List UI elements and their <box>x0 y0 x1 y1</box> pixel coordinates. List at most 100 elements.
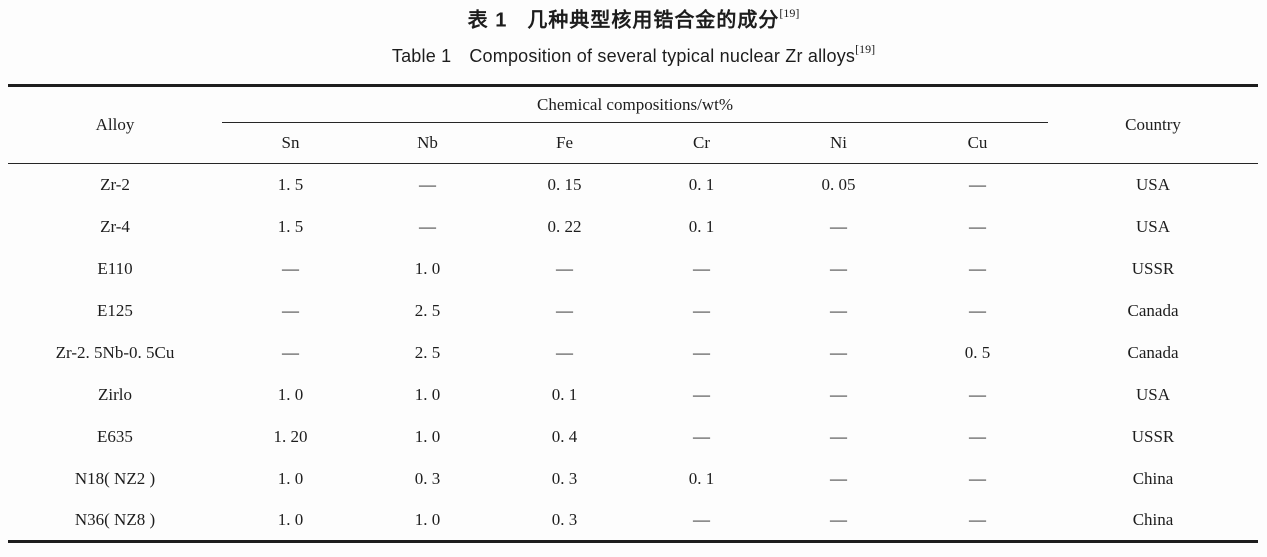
composition-value-cell: — <box>830 468 847 488</box>
composition-value-cell: — <box>556 258 573 278</box>
composition-value-cell: — <box>693 258 710 278</box>
country-cell: USA <box>1136 384 1171 404</box>
alloy-name-cell: E110 <box>97 258 133 278</box>
composition-value-cell: — <box>282 300 299 320</box>
country-cell: USSR <box>1131 426 1175 446</box>
country-cell: China <box>1132 468 1174 488</box>
composition-value-cell: — <box>693 384 710 404</box>
table-row: E110 — 1. 0 — — — — USSR <box>8 248 1258 290</box>
composition-value-cell: — <box>830 509 847 529</box>
table-body: Zr-2 1. 5 — 0. 15 0. 1 0. 05 — USA Zr-4 1. 5 — 0. … <box>8 164 1258 542</box>
composition-value-cell: — <box>969 174 986 194</box>
table-row: Zr-2 1. 5 — 0. 15 0. 1 0. 05 — USA <box>8 164 1258 206</box>
composition-value-cell: — <box>830 300 847 320</box>
table-row: E125 — 2. 5 — — — — Canada <box>8 290 1258 332</box>
table-row: Zirlo 1. 0 1. 0 0. 1 — — — USA <box>8 374 1258 416</box>
col-header-country: Country <box>1048 85 1259 164</box>
alloy-name-cell: N18( NZ2 ) <box>74 468 156 488</box>
table-row: N36( NZ8 ) 1. 0 1. 0 0. 3 — — — China <box>8 500 1258 542</box>
composition-value-cell: — <box>556 300 573 320</box>
table-title-english: Table 1 Composition of several typical nu… <box>0 41 1267 67</box>
alloy-composition-table: Alloy Chemical compositions/wt% Country … <box>8 84 1259 543</box>
composition-value-cell: 0. 4 <box>551 426 578 446</box>
country-cell: USA <box>1136 216 1171 236</box>
table-title-en-text: Composition of several typical nuclear Z… <box>469 45 856 66</box>
composition-value-cell: 0. 1 <box>688 174 715 194</box>
composition-value-cell: — <box>693 300 710 320</box>
composition-value-cell: 0. 3 <box>551 509 578 529</box>
country-cell: China <box>1132 509 1174 529</box>
table-row: E635 1. 20 1. 0 0. 4 — — — USSR <box>8 416 1258 458</box>
composition-value-cell: 2. 5 <box>414 342 441 362</box>
country-cell: USA <box>1136 174 1171 194</box>
table-row: Zr-2. 5Nb-0. 5Cu — 2. 5 — — — 0. 5 Canada <box>8 332 1258 374</box>
composition-value-cell: 0. 15 <box>547 174 582 194</box>
citation-ref-zh: [19] <box>779 6 800 20</box>
composition-value-cell: — <box>830 384 847 404</box>
composition-value-cell: 1. 0 <box>414 258 441 278</box>
citation-ref-en: [19] <box>855 41 876 56</box>
table-header: Alloy Chemical compositions/wt% Country … <box>8 85 1259 164</box>
table-number-en: Table 1 <box>391 45 452 66</box>
composition-value-cell: — <box>969 468 986 488</box>
country-cell: USSR <box>1131 258 1175 278</box>
composition-value-cell: — <box>693 509 710 529</box>
composition-value-cell: — <box>693 426 710 446</box>
col-header-alloy: Alloy <box>8 85 222 164</box>
composition-value-cell: 1. 0 <box>277 384 304 404</box>
composition-value-cell: 2. 5 <box>414 300 441 320</box>
alloy-name-cell: Zr-2 <box>100 174 130 194</box>
composition-value-cell: 0. 22 <box>547 216 582 236</box>
composition-value-cell: — <box>830 342 847 362</box>
alloy-name-cell: Zr-4 <box>100 216 130 236</box>
composition-value-cell: 1. 0 <box>277 468 304 488</box>
composition-value-cell: — <box>830 216 847 236</box>
col-header-ni: Ni <box>770 122 907 164</box>
composition-value-cell: — <box>419 174 436 194</box>
table-number-zh: 表 1 <box>467 9 508 32</box>
composition-value-cell: 1. 0 <box>414 384 441 404</box>
country-cell: Canada <box>1127 342 1179 362</box>
composition-value-cell: — <box>830 426 847 446</box>
alloy-name-cell: N36( NZ8 ) <box>74 509 156 529</box>
alloy-name-cell: Zirlo <box>98 384 132 404</box>
composition-value-cell: — <box>556 342 573 362</box>
header-row-elements: Sn Nb Fe Cr Ni Cu <box>8 122 1258 164</box>
composition-value-cell: — <box>969 300 986 320</box>
composition-value-cell: 0. 1 <box>688 468 715 488</box>
composition-value-cell: 0. 5 <box>964 342 991 362</box>
col-group-header-chemical-compositions: Chemical compositions/wt% <box>222 85 1049 123</box>
country-cell: Canada <box>1127 300 1179 320</box>
composition-value-cell: 1. 5 <box>277 174 304 194</box>
composition-value-cell: — <box>693 342 710 362</box>
col-header-fe: Fe <box>496 122 633 164</box>
table-row: Zr-4 1. 5 — 0. 22 0. 1 — — USA <box>8 206 1258 248</box>
table-row: N18( NZ2 ) 1. 0 0. 3 0. 3 0. 1 — — China <box>8 458 1258 500</box>
composition-value-cell: — <box>830 258 847 278</box>
composition-value-cell: 1. 5 <box>277 216 304 236</box>
composition-value-cell: 1. 20 <box>273 426 308 446</box>
composition-value-cell: 0. 3 <box>414 468 441 488</box>
composition-value-cell: 0. 1 <box>688 216 715 236</box>
col-header-cu: Cu <box>907 122 1049 164</box>
composition-value-cell: 0. 05 <box>821 174 856 194</box>
alloy-name-cell: Zr-2. 5Nb-0. 5Cu <box>55 342 175 362</box>
composition-value-cell: — <box>969 384 986 404</box>
col-header-sn: Sn <box>222 122 359 164</box>
table-title-chinese: 表 1 几种典型核用锆合金的成分[19] <box>0 6 1267 32</box>
composition-value-cell: — <box>969 258 986 278</box>
col-header-nb: Nb <box>359 122 496 164</box>
composition-value-cell: 1. 0 <box>414 426 441 446</box>
alloy-name-cell: E125 <box>97 300 133 320</box>
composition-value-cell: 0. 1 <box>551 384 578 404</box>
composition-value-cell: 1. 0 <box>414 509 441 529</box>
composition-value-cell: — <box>419 216 436 236</box>
table-title-zh-text: 几种典型核用锆合金的成分 <box>527 9 780 32</box>
composition-value-cell: — <box>282 342 299 362</box>
header-row-group: Alloy Chemical compositions/wt% Country <box>8 85 1259 164</box>
composition-value-cell: — <box>969 216 986 236</box>
composition-value-cell: — <box>969 509 986 529</box>
composition-value-cell: — <box>282 258 299 278</box>
composition-value-cell: 0. 3 <box>551 468 578 488</box>
